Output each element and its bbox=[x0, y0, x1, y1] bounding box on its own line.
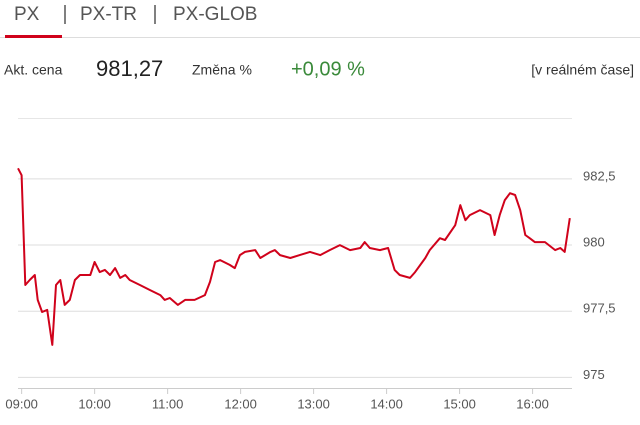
y-tick-label: 982,5 bbox=[583, 168, 616, 183]
x-tick-label: 16:00 bbox=[516, 396, 549, 411]
x-tick-label: 15:00 bbox=[443, 396, 476, 411]
status: [v reálném čase] bbox=[531, 62, 634, 78]
x-tick-label: 14:00 bbox=[370, 396, 403, 411]
price: 981,27 bbox=[96, 56, 163, 81]
price-line bbox=[17, 167, 571, 346]
y-tick-label: 975 bbox=[583, 367, 605, 382]
x-tick-label: 11:00 bbox=[152, 396, 184, 411]
x-tick-label: 13:00 bbox=[297, 396, 330, 411]
change-label: Změna % bbox=[192, 62, 252, 78]
y-tick-label: 977,5 bbox=[583, 301, 616, 316]
x-tick-label: 12:00 bbox=[224, 396, 257, 411]
price-label: Akt. cena bbox=[4, 62, 63, 78]
tab[interactable]: PX bbox=[14, 4, 40, 25]
change: +0,09 % bbox=[291, 58, 365, 80]
active-tab-underline bbox=[5, 35, 62, 38]
y-tick-label: 980 bbox=[583, 234, 605, 249]
x-tick-label: 10:00 bbox=[78, 396, 111, 411]
x-tick-label: 09:00 bbox=[5, 396, 38, 411]
tab[interactable]: PX-TR bbox=[80, 4, 137, 25]
tab[interactable]: PX-GLOB bbox=[173, 4, 257, 25]
